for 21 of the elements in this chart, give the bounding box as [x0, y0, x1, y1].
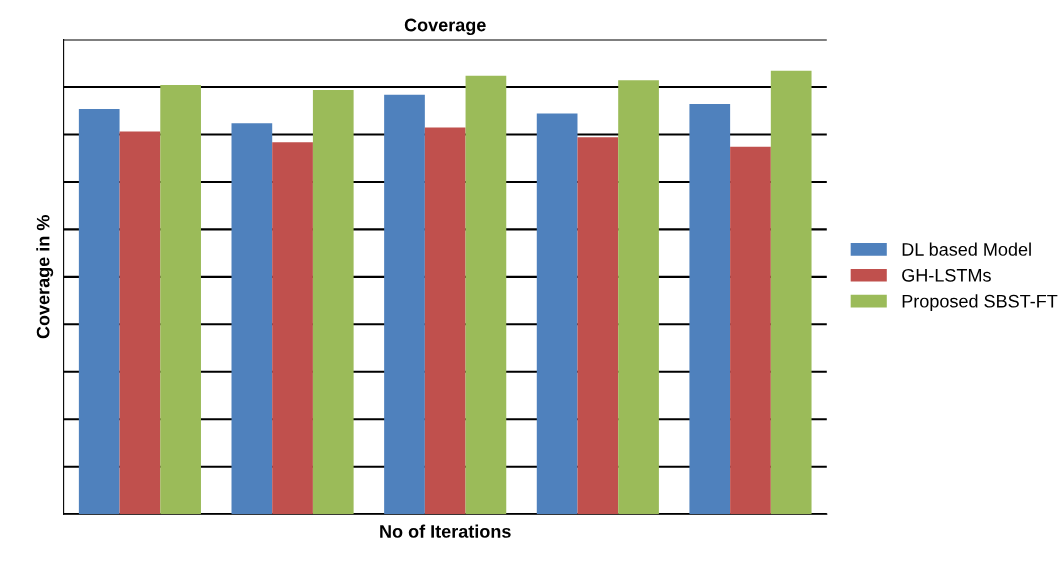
- bar: [689, 104, 731, 515]
- bar: [730, 146, 771, 515]
- bar: [231, 123, 273, 515]
- legend-label: DL based Model: [902, 242, 1031, 256]
- y-axis-title: Coverage in %: [36, 215, 54, 339]
- legend-label: GH-LSTMs: [902, 268, 991, 282]
- bar: [536, 113, 578, 515]
- bar: [618, 80, 659, 515]
- bar: [465, 75, 507, 515]
- bar: [160, 85, 201, 515]
- chart-title: Coverage: [404, 18, 486, 36]
- bar: [770, 70, 812, 515]
- bar: [312, 89, 354, 515]
- bar: [119, 131, 161, 515]
- x-axis-title: No of Iterations: [380, 524, 511, 538]
- bar: [424, 127, 466, 515]
- legend-label: Proposed SBST-FT: [902, 294, 1058, 312]
- bar: [384, 94, 425, 515]
- bar: [577, 137, 619, 515]
- bar: [272, 142, 313, 515]
- bar: [78, 109, 120, 515]
